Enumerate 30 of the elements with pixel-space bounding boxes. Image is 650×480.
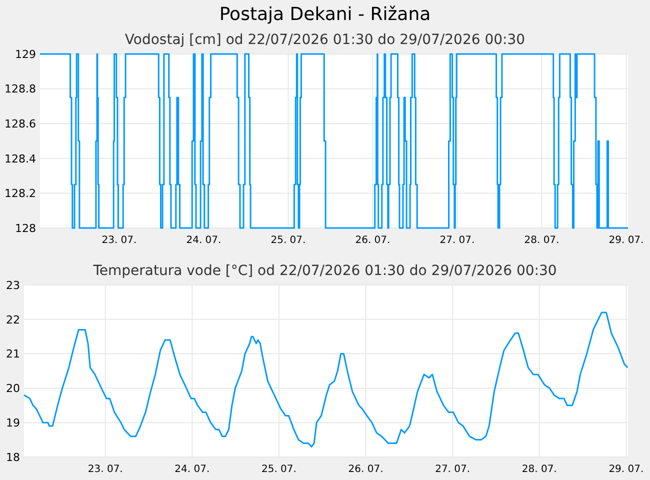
chart-title: Temperatura vode [°C] od 22/07/2026 01:30 do 29/07/2026 00:30 xyxy=(92,263,557,279)
y-tick-label: 128.2 xyxy=(4,187,36,200)
x-tick-label: 29. 07. xyxy=(608,464,644,475)
x-tick-label: 25. 07. xyxy=(261,464,296,475)
y-tick-label: 128 xyxy=(15,222,36,235)
x-tick-label: 28. 07. xyxy=(524,235,560,246)
chart-title: Postaja Dekani - Rižana xyxy=(219,4,431,25)
x-tick-label: 24. 07. xyxy=(186,235,222,246)
line-series xyxy=(23,312,628,448)
x-tick-label: 29. 07. xyxy=(608,235,644,246)
x-tick-label: 24. 07. xyxy=(174,464,210,475)
x-tick-label: 26. 07. xyxy=(348,464,384,475)
chart-subtitle: Vodostaj [cm] od 22/07/2026 01:30 do 29/07/2026 00:30 xyxy=(124,32,526,48)
y-tick-label: 129 xyxy=(15,48,36,61)
x-tick-label: 23. 07. xyxy=(88,464,123,475)
y-tick-label: 128.8 xyxy=(4,82,36,96)
y-tick-label: 22 xyxy=(6,313,20,326)
y-tick-label: 21 xyxy=(6,348,20,361)
y-tick-label: 23 xyxy=(6,278,20,292)
x-tick-label: 25. 07. xyxy=(270,235,306,246)
x-tick-label: 28. 07. xyxy=(522,464,557,475)
y-tick-label: 18 xyxy=(6,450,20,464)
y-tick-label: 19 xyxy=(6,416,20,430)
y-tick-label: 20 xyxy=(6,382,20,396)
y-tick-label: 128.4 xyxy=(4,152,36,166)
x-tick-label: 27. 07. xyxy=(440,235,475,246)
x-tick-label: 23. 07. xyxy=(102,235,137,246)
y-tick-label: 128.6 xyxy=(4,117,36,130)
x-tick-label: 26. 07. xyxy=(355,235,390,246)
x-tick-label: 27. 07. xyxy=(435,464,470,475)
